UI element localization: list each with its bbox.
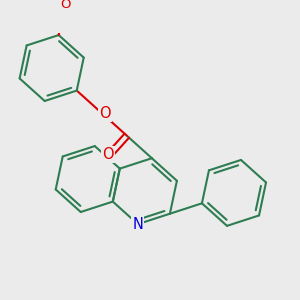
Text: O: O [100,106,111,121]
Text: O: O [102,147,114,162]
Text: N: N [132,217,143,232]
Text: O: O [60,0,70,11]
